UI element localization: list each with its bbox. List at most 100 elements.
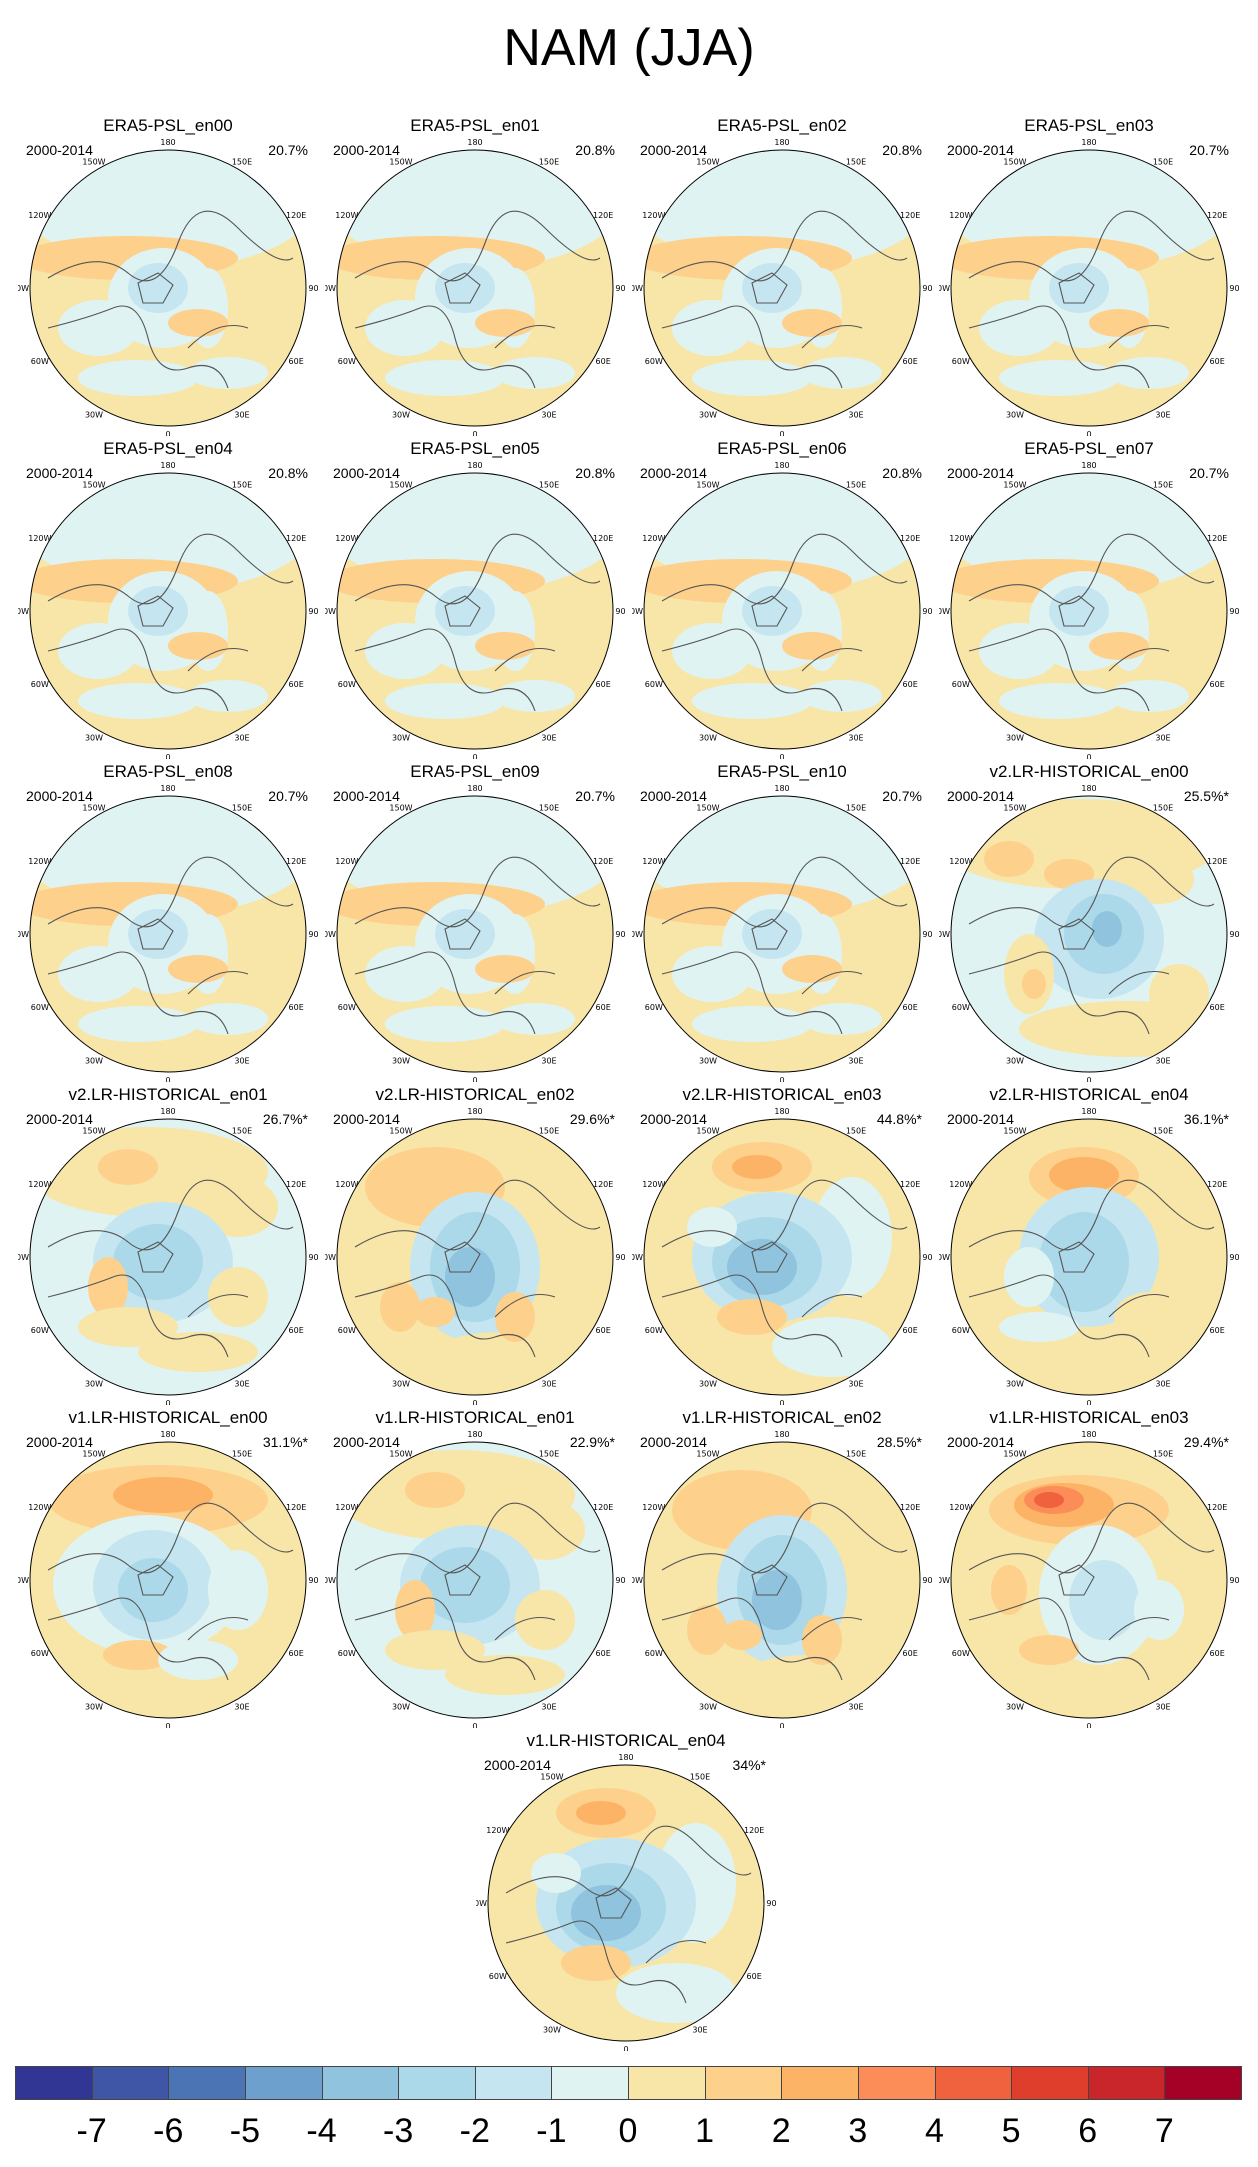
panel-variance-percent: 20.7% [268,142,308,158]
anomaly-contour [802,1003,882,1035]
longitude-label: 150E [1153,1450,1173,1459]
panel-variance-percent: 34%* [732,1757,766,1773]
coastline [968,856,1215,1035]
longitude-label: 180 [467,1430,482,1439]
anomaly-contour [561,1945,631,1981]
panel-title: v2.LR-HISTORICAL_en04 [989,1085,1189,1104]
polar-map: 180 150E 120E 90E 60E 30E 0 30W 60W 90W 120W 150W [18,138,318,436]
anomaly-contour [802,680,882,712]
coastline [661,210,908,389]
longitude-label: 60E [289,680,304,689]
longitude-label: 150E [539,804,559,813]
longitude-label: 90E [1229,284,1239,293]
longitude-label: 150W [1003,481,1026,490]
longitude-label: 60E [289,1326,304,1335]
panel-variance-percent: 20.7% [575,788,615,804]
longitude-label: 150E [1153,158,1173,167]
longitude-label: 120E [900,857,920,866]
longitude-label: 150E [539,158,559,167]
anomaly-contour [380,1282,420,1332]
longitude-label: 180 [160,1107,175,1116]
longitude-label: 30W [699,1056,717,1065]
longitude-label: 90E [615,1576,625,1585]
longitude-label: 150E [232,481,252,490]
longitude-label: 120E [900,534,920,543]
anomaly-contour [475,632,535,660]
longitude-label: 90E [615,930,625,939]
longitude-label: 30E [848,1702,863,1711]
longitude-label: 120W [949,1180,972,1189]
longitude-label: 120W [335,857,358,866]
longitude-label: 150E [846,804,866,813]
coastline [47,1502,294,1681]
map-panel: 180 150E 120E 90E 60E 30E 0 30W 60W 90W 120W 150W v1… [476,1731,776,2051]
anomaly-contour [1049,1157,1119,1193]
longitude-label: 90W [476,1899,487,1908]
anomaly-contour [692,1006,812,1042]
anomaly-contour [168,309,228,337]
anomaly-contour [88,1257,128,1317]
anomaly-contour [1114,1292,1184,1342]
longitude-label: 60W [31,357,49,366]
panel-variance-percent: 31.1%* [262,1434,308,1450]
panel-title: ERA5-PSL_en02 [717,116,847,135]
longitude-label: 30W [543,2025,561,2034]
longitude-label: 60E [1210,1003,1225,1012]
longitude-label: 60E [903,1003,918,1012]
coastline [354,533,601,712]
longitude-label: 180 [160,138,175,147]
longitude-label: 60E [289,1649,304,1658]
panel-title: v1.LR-HISTORICAL_en03 [989,1408,1189,1427]
panel-variance-percent: 29.4%* [1183,1434,1229,1450]
map-border [336,472,614,750]
longitude-label: 30E [541,1379,556,1388]
coastline [354,856,601,1035]
longitude-label: 60W [31,1326,49,1335]
longitude-label: 30E [1155,1056,1170,1065]
map-border [29,472,307,750]
longitude-label: 0 [779,1722,784,1728]
anomaly-contour [576,1801,626,1825]
longitude-label: 150W [389,804,412,813]
colorbar-tick-label: -7 [76,2112,107,2150]
longitude-label: 120E [286,1503,306,1512]
longitude-label: 30E [1155,410,1170,419]
map-panel: 180 150E 120E 90E 60E 30E 0 30W 60W 90W 120W 150W ER… [325,762,625,1082]
panel-title: v1.LR-HISTORICAL_en04 [526,1731,726,1750]
colorbar-cell [91,2066,170,2100]
longitude-label: 180 [467,784,482,793]
anomaly-contour [495,357,575,389]
longitude-label: 30W [85,1379,103,1388]
panel-period: 2000-2014 [26,142,93,158]
anomaly-contour [782,632,842,660]
map-panel: 180 150E 120E 90E 60E 30E 0 30W 60W 90W 120W 150W v1… [939,1408,1239,1728]
anomaly-contour [505,1500,585,1560]
map-border [336,149,614,427]
panel-title: ERA5-PSL_en08 [103,762,233,781]
anomaly-contour [687,1207,737,1247]
longitude-label: 120E [593,1503,613,1512]
anomaly-contour [1004,1247,1054,1307]
longitude-label: 120W [642,1503,665,1512]
longitude-label: 90E [308,1253,318,1262]
longitude-label: 180 [1081,461,1096,470]
anomaly-contour [727,1239,797,1295]
colorbar-tick-label: 4 [925,2112,944,2150]
anomaly-contour [78,1006,198,1042]
anomaly-contour [1069,1560,1139,1640]
longitude-label: 60W [645,1003,663,1012]
panel-title: v2.LR-HISTORICAL_en03 [682,1085,882,1104]
longitude-label: 60W [338,1326,356,1335]
longitude-label: 30W [1006,1702,1024,1711]
longitude-label: 180 [774,1430,789,1439]
anomaly-contour [138,1332,258,1372]
longitude-label: 30E [541,410,556,419]
panel-variance-percent: 20.8% [268,465,308,481]
coastline [47,1179,294,1358]
longitude-label: 0 [779,1076,784,1082]
longitude-label: 60E [1210,357,1225,366]
longitude-label: 30E [234,1056,249,1065]
longitude-label: 120W [642,1180,665,1189]
colorbar-tick-label: -6 [153,2112,184,2150]
longitude-label: 120W [949,857,972,866]
